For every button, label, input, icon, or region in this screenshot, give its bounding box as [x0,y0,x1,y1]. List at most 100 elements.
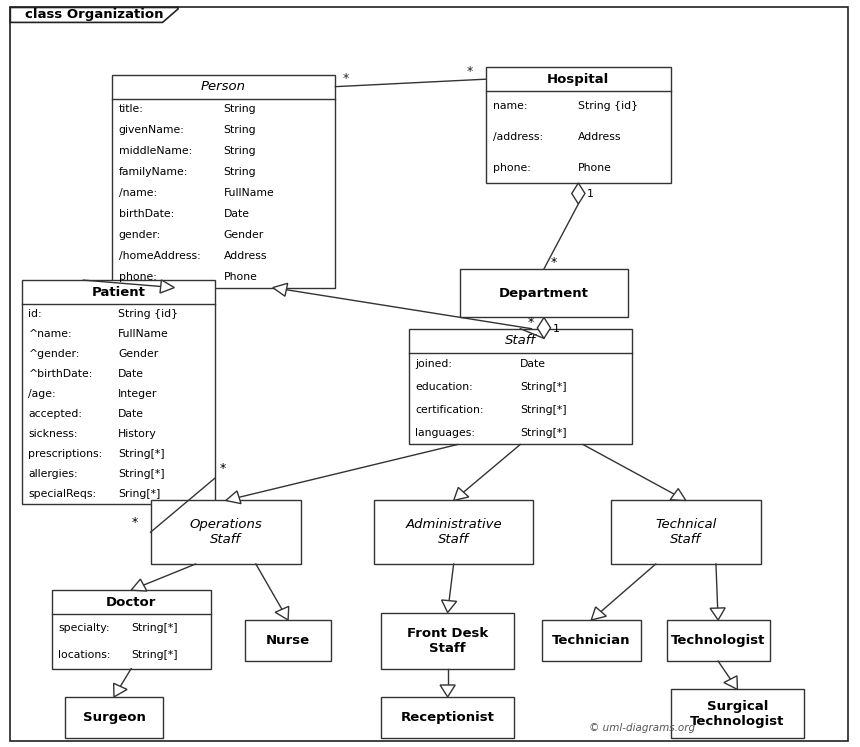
Text: familyName:: familyName: [119,167,188,177]
Bar [112,75,335,288]
Text: allergies:: allergies: [28,469,78,479]
Text: Surgical
Technologist: Surgical Technologist [691,700,784,728]
Text: *: * [527,316,533,329]
Text: Administrative
Staff: Administrative Staff [405,518,502,546]
Text: Surgeon: Surgeon [83,711,145,724]
Bar [611,500,761,564]
Text: FullName: FullName [224,188,274,198]
Text: String: String [224,125,256,135]
Text: FullName: FullName [119,329,169,339]
Text: Gender: Gender [119,349,158,359]
Polygon shape [670,489,686,500]
Text: sickness:: sickness: [28,430,78,439]
Text: specialty:: specialty: [58,623,110,633]
Text: joined:: joined: [415,359,452,369]
Bar [150,500,301,564]
Text: phone:: phone: [493,163,531,173]
Bar [381,613,514,669]
Text: String[*]: String[*] [131,623,178,633]
Text: Sring[*]: Sring[*] [119,489,161,499]
Polygon shape [273,283,288,297]
Text: Staff: Staff [505,334,536,347]
Polygon shape [592,607,606,620]
Text: Date: Date [119,409,144,419]
Text: String[*]: String[*] [520,428,567,438]
Polygon shape [572,183,585,204]
Bar [64,697,163,738]
Text: birthDate:: birthDate: [119,209,174,219]
Polygon shape [275,607,289,620]
Text: Date: Date [224,209,249,219]
Text: *: * [219,462,225,475]
Text: Person: Person [201,80,246,93]
Polygon shape [160,280,175,293]
Polygon shape [538,317,550,338]
Bar [381,697,514,738]
Text: *: * [467,65,473,78]
Text: Gender: Gender [224,230,264,240]
Text: Date: Date [520,359,546,369]
Polygon shape [441,600,457,613]
Text: middleName:: middleName: [119,146,192,156]
Bar [666,620,770,661]
Text: *: * [342,72,348,85]
Text: 1: 1 [553,323,560,334]
Text: Nurse: Nurse [266,634,310,647]
Text: name:: name: [493,102,527,111]
Bar [22,280,215,504]
Bar [671,689,804,738]
Text: ^birthDate:: ^birthDate: [28,369,93,379]
Bar [52,590,211,669]
Text: *: * [132,516,138,530]
Text: String: String [224,167,256,177]
Polygon shape [710,608,725,620]
Polygon shape [131,579,147,591]
Text: Phone: Phone [578,163,612,173]
Text: phone:: phone: [119,272,157,282]
Text: Hospital: Hospital [547,72,610,86]
Text: accepted:: accepted: [28,409,83,419]
Text: Operations
Staff: Operations Staff [189,518,262,546]
Text: /homeAddress:: /homeAddress: [119,251,200,261]
Text: 1: 1 [587,189,594,199]
Text: Front Desk
Staff: Front Desk Staff [407,627,488,654]
Bar [408,329,632,444]
Polygon shape [724,676,738,689]
Text: education:: education: [415,382,473,392]
Text: class Organization: class Organization [25,8,163,22]
Polygon shape [225,491,241,503]
Text: locations:: locations: [58,650,111,660]
Text: String {id}: String {id} [578,102,638,111]
Text: *: * [551,256,557,269]
Text: /age:: /age: [28,389,56,399]
Text: Date: Date [119,369,144,379]
Text: specialReqs:: specialReqs: [28,489,96,499]
Bar [245,620,331,661]
Text: String: String [224,146,256,156]
Text: Patient: Patient [91,285,145,299]
Text: ^name:: ^name: [28,329,72,339]
Text: String: String [224,104,256,114]
Text: Doctor: Doctor [106,595,157,609]
Bar [486,67,671,183]
Text: title:: title: [119,104,144,114]
Text: id:: id: [28,309,42,319]
Text: String {id}: String {id} [119,309,178,319]
Text: Receptionist: Receptionist [401,711,494,724]
Text: Technical
Staff: Technical Staff [655,518,716,546]
Text: History: History [119,430,157,439]
Text: © uml-diagrams.org: © uml-diagrams.org [589,723,695,734]
Polygon shape [454,488,469,500]
Text: /name:: /name: [119,188,157,198]
Polygon shape [114,684,127,697]
Bar [374,500,533,564]
Text: Phone: Phone [224,272,257,282]
Polygon shape [440,685,455,697]
Text: prescriptions:: prescriptions: [28,449,102,459]
Text: /address:: /address: [493,132,543,142]
Text: Technician: Technician [552,634,630,647]
Text: languages:: languages: [415,428,476,438]
Text: givenName:: givenName: [119,125,185,135]
Text: Address: Address [578,132,622,142]
Text: String[*]: String[*] [520,405,567,415]
